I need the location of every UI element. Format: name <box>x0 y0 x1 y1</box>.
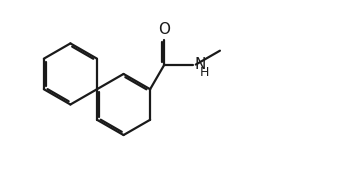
Text: O: O <box>159 22 170 37</box>
Text: N: N <box>194 57 205 72</box>
Text: H: H <box>199 66 209 79</box>
